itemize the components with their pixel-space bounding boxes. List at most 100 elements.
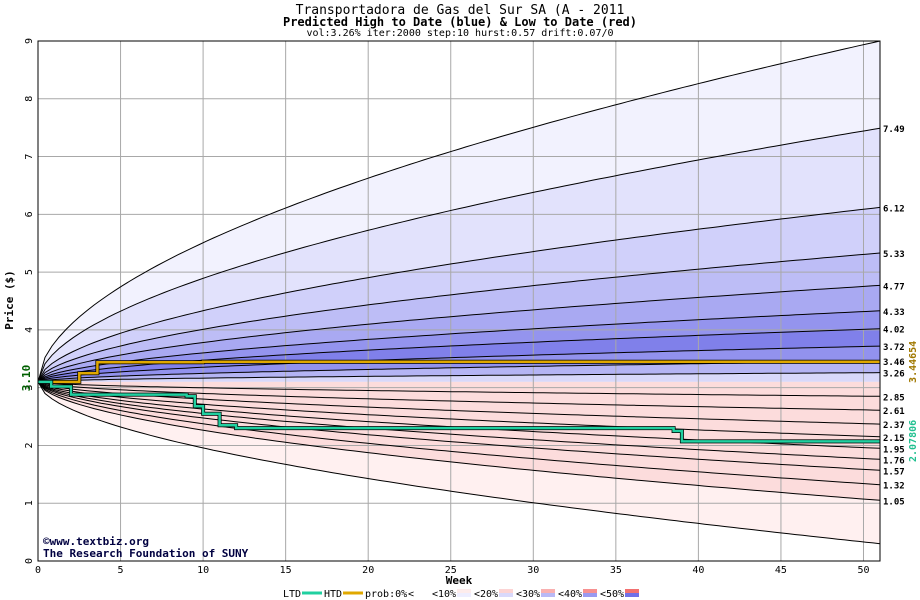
percentile-line (37, 284, 881, 383)
x-tick-labels: 0 5 10 15 20 25 30 35 40 45 50 (35, 565, 870, 576)
chart-title: Transportadora de Gas del Sur SA (A - 20… (295, 3, 625, 18)
high-band (38, 372, 880, 382)
watermark-url: ©www.textbiz.org (43, 535, 149, 548)
y-tick-label: 4 (24, 327, 35, 333)
legend-swatch (625, 589, 639, 593)
legend-swatch (625, 593, 639, 597)
percentile-line (37, 381, 881, 460)
x-tick-label: 0 (35, 565, 41, 576)
percentile-label: 3.26 (883, 370, 905, 380)
percentile-lines (37, 40, 881, 545)
start-price-label: 3.10 (20, 365, 33, 392)
y-tick-label: 8 (24, 96, 35, 102)
percentile-line (37, 381, 881, 471)
high-band (38, 128, 880, 382)
percentile-label: 2.37 (883, 421, 905, 431)
legend-label: <40% (558, 589, 582, 600)
percentile-label: 3.72 (883, 343, 905, 353)
legend-label: HTD (324, 589, 342, 600)
percentile-label: 2.85 (883, 393, 905, 403)
x-tick-label: 10 (197, 565, 209, 576)
legend-swatch (583, 589, 597, 593)
low-band (38, 381, 880, 501)
legend-label: < (408, 589, 414, 600)
end-value-label: 2.07806 (908, 420, 919, 462)
plot-frame (37, 40, 881, 562)
y-tick-label: 1 (24, 500, 35, 506)
percentile-label: 5.33 (883, 250, 905, 260)
percentile-label: 2.61 (883, 407, 905, 417)
y-tick-label: 0 (24, 558, 35, 564)
percentile-line (37, 40, 881, 383)
y-axis-label: Price ($) (3, 270, 16, 330)
legend: LTD HTD prob:0% < <10% <20% <30% <40% <50% (283, 589, 639, 600)
percentile-labels: 7.49 6.12 5.33 4.77 4.33 4.02 3.72 3.46 3.26 2.85… (883, 125, 905, 507)
y-tick-label: 3 (24, 385, 35, 391)
percentile-label: 3.46 (883, 358, 905, 368)
percentile-line (37, 381, 881, 425)
percentile-label: 7.49 (883, 125, 905, 135)
y-tick-labels: 0 1 2 3 4 5 6 7 8 9 (24, 38, 35, 564)
legend-swatch (415, 593, 429, 597)
y-tick-label: 2 (24, 442, 35, 448)
end-value-markers: 3.44654 2.07806 (908, 341, 919, 462)
percentile-line (37, 252, 881, 383)
legend-label: <10% (432, 589, 456, 600)
x-tick-label: 45 (775, 565, 787, 576)
x-tick-label: 20 (362, 565, 374, 576)
legend-swatch (583, 593, 597, 597)
percentile-label: 1.32 (883, 482, 905, 492)
percentile-line (37, 381, 881, 438)
high-band (38, 328, 880, 382)
percentile-line (37, 345, 881, 383)
legend-label: <20% (474, 589, 498, 600)
chart-parameters: vol:3.26% iter:2000 step:10 hurst:0.57 d… (306, 28, 614, 39)
percentile-line (37, 381, 881, 501)
percentile-line (37, 381, 881, 545)
percentile-label: 4.77 (883, 282, 905, 292)
legend-label: LTD (283, 589, 301, 600)
end-value-label: 3.44654 (908, 341, 919, 383)
watermark-org: The Research Foundation of SUNY (43, 547, 249, 560)
legend-label: prob:0% (365, 589, 407, 600)
percentile-line (37, 381, 880, 397)
legend-swatch (499, 593, 513, 597)
x-axis-label: Week (446, 574, 473, 587)
legend-swatch (457, 593, 471, 597)
series-line-ltd (38, 380, 880, 443)
series-line-htd (38, 360, 880, 384)
high-band (38, 41, 880, 382)
x-tick-label: 40 (692, 565, 704, 576)
percentile-label: 2.15 (883, 434, 905, 444)
percentile-line (37, 310, 881, 383)
percentile-label: 6.12 (883, 204, 905, 214)
series-lines (38, 359, 880, 444)
high-band (38, 207, 880, 382)
legend-swatch (457, 589, 471, 593)
percentile-label: 1.57 (883, 467, 905, 477)
x-tick-label: 30 (527, 565, 539, 576)
percentile-line (37, 381, 881, 486)
legend-swatch (541, 589, 555, 593)
legend-swatch (541, 593, 555, 597)
y-tick-label: 9 (24, 38, 35, 44)
y-tick-label: 7 (24, 154, 35, 160)
legend-swatch (415, 589, 429, 593)
x-tick-label: 25 (445, 565, 457, 576)
percentile-label: 1.05 (883, 497, 905, 507)
percentile-label: 1.95 (883, 445, 905, 455)
y-tick-label: 6 (24, 211, 35, 217)
high-band (38, 361, 880, 382)
high-band (38, 253, 880, 382)
y-tick-label: 5 (24, 269, 35, 275)
x-tick-label: 15 (280, 565, 292, 576)
percentile-line (37, 372, 881, 383)
chart-subtitle: Predicted High to Date (blue) & Low to D… (282, 15, 637, 29)
legend-label: <50% (600, 589, 624, 600)
percentile-line (37, 381, 881, 411)
percentile-label: 4.33 (883, 308, 905, 318)
percentile-line (37, 127, 881, 383)
high-band (38, 346, 880, 382)
x-tick-label: 50 (857, 565, 869, 576)
